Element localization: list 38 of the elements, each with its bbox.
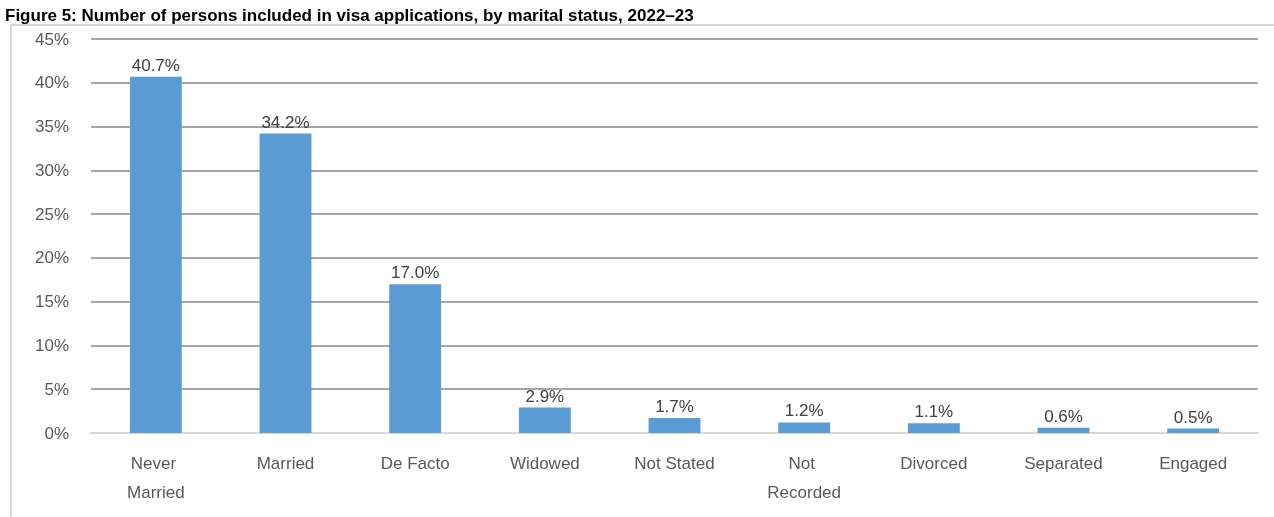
bar bbox=[389, 284, 442, 433]
y-tick-label: 0% bbox=[44, 423, 69, 443]
x-tick-label: Married bbox=[256, 454, 315, 473]
y-tick-label: 35% bbox=[34, 117, 69, 137]
bar bbox=[259, 133, 312, 433]
bar bbox=[907, 423, 960, 433]
bar bbox=[518, 407, 571, 433]
data-label: 1.2% bbox=[784, 401, 824, 421]
data-label: 2.9% bbox=[525, 386, 565, 406]
y-tick-label: 15% bbox=[34, 292, 69, 312]
x-tick-label: Engaged bbox=[1159, 454, 1228, 473]
x-tick-label: Not Stated bbox=[634, 454, 715, 473]
bar bbox=[648, 418, 701, 433]
x-tick-label: Separated bbox=[1024, 454, 1103, 473]
bar bbox=[1167, 428, 1220, 433]
y-tick-label: 20% bbox=[34, 248, 69, 268]
x-tick-label: Divorced bbox=[900, 454, 968, 473]
x-tick-label: Widowed bbox=[509, 454, 580, 473]
x-tick-label: De Facto bbox=[380, 454, 450, 473]
data-label: 40.7% bbox=[131, 55, 180, 75]
bar bbox=[1037, 427, 1090, 433]
y-tick-label: 30% bbox=[34, 160, 69, 180]
chart-title: Figure 5: Number of persons included in visa applications, by marital status, 2022–23 bbox=[5, 6, 694, 25]
y-tick-label: 45% bbox=[34, 29, 69, 49]
y-tick-label: 10% bbox=[34, 335, 69, 355]
data-label: 0.5% bbox=[1173, 407, 1213, 427]
y-tick-label: 40% bbox=[34, 73, 69, 93]
bar bbox=[778, 422, 831, 433]
data-label: 1.7% bbox=[655, 397, 694, 417]
y-tick-label: 5% bbox=[44, 379, 69, 399]
bar bbox=[129, 76, 182, 433]
y-tick-label: 25% bbox=[34, 204, 69, 224]
data-label: 1.1% bbox=[914, 402, 954, 422]
x-tick-label: Never Married bbox=[127, 454, 185, 502]
data-label: 0.6% bbox=[1044, 406, 1083, 426]
data-label: 34.2% bbox=[261, 112, 310, 132]
data-label: 17.0% bbox=[391, 263, 440, 283]
x-tick-label: Not Recorded bbox=[767, 454, 842, 502]
